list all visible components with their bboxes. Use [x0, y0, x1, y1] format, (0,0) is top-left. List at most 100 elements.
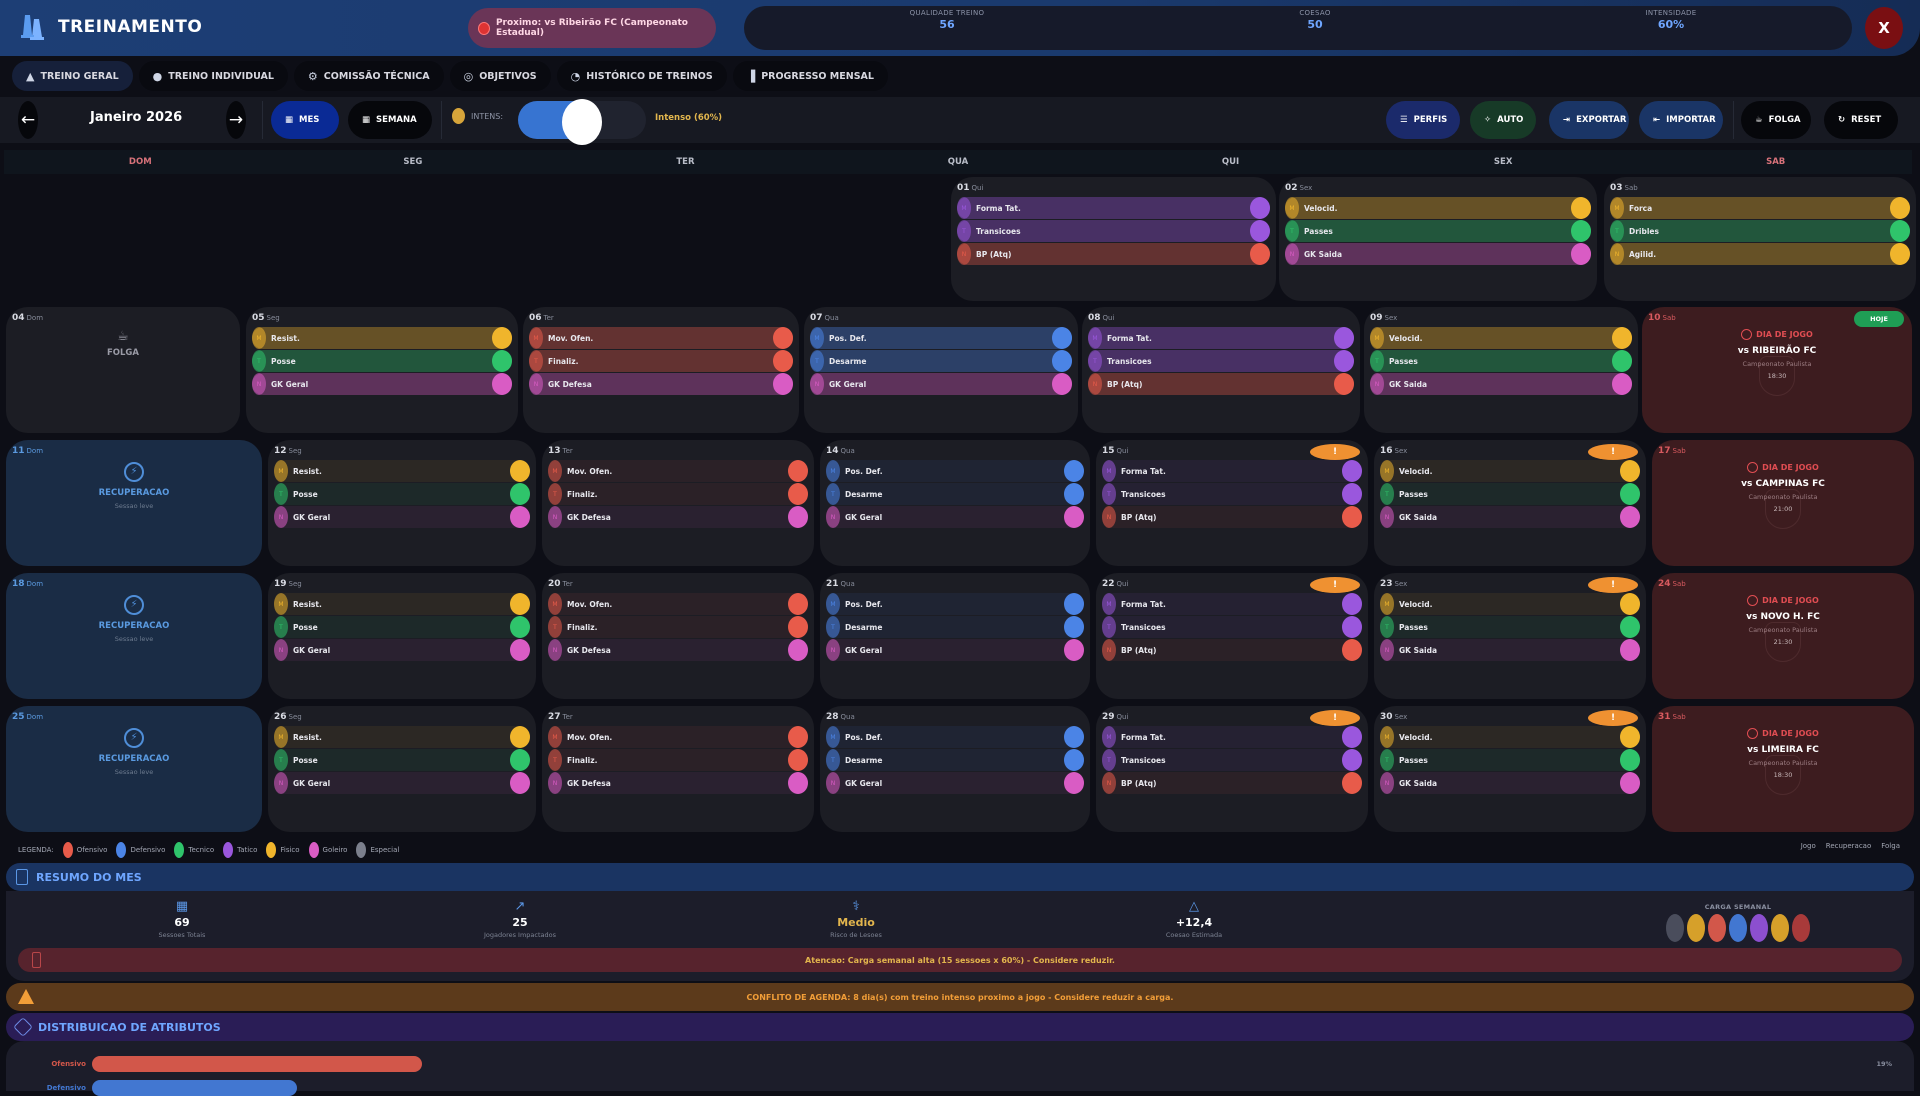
exportar-button[interactable]: ⇥ EXPORTAR	[1549, 101, 1629, 139]
tab-treino-geral[interactable]: ▲ TREINO GERAL	[12, 61, 133, 91]
session-item[interactable]: M Velocid.	[1370, 327, 1632, 349]
session-item[interactable]: N GK Saida	[1380, 772, 1640, 794]
session-item[interactable]: T Passes	[1380, 749, 1640, 771]
session-item[interactable]: M Mov. Ofen.	[548, 726, 808, 748]
session-item[interactable]: M Pos. Def.	[826, 460, 1084, 482]
session-item[interactable]: N BP (Atq)	[1102, 772, 1362, 794]
session-item[interactable]: N GK Defesa	[548, 639, 808, 661]
calendar-day[interactable]: 26 Seg M Resist. T Posse N GK Geral	[268, 706, 536, 832]
calendar-day[interactable]: 28 Qua M Pos. Def. T Desarme N GK Geral	[820, 706, 1090, 832]
tab-comiss-o-t-cnica[interactable]: ⚙ COMISSÃO TÉCNICA	[293, 61, 444, 91]
calendar-day[interactable]: 20 Ter M Mov. Ofen. T Finaliz. N GK Defesa	[542, 573, 814, 699]
session-item[interactable]: N GK Geral	[826, 772, 1084, 794]
session-item[interactable]: M Resist.	[252, 327, 512, 349]
session-item[interactable]: T Transicoes	[957, 220, 1270, 242]
session-item[interactable]: N GK Saida	[1380, 639, 1640, 661]
session-item[interactable]: T Posse	[252, 350, 512, 372]
session-item[interactable]: N BP (Atq)	[1102, 639, 1362, 661]
session-item[interactable]: M Pos. Def.	[826, 726, 1084, 748]
session-item[interactable]: N BP (Atq)	[1102, 506, 1362, 528]
intensity-warning-badge[interactable]: !	[1588, 577, 1638, 593]
session-item[interactable]: N GK Geral	[274, 506, 530, 528]
calendar-day[interactable]: 07 Qua M Pos. Def. T Desarme N GK Geral	[804, 307, 1078, 433]
session-item[interactable]: T Finaliz.	[548, 616, 808, 638]
tab-hist-rico-de-treinos[interactable]: ◔ HISTÓRICO DE TREINOS	[556, 61, 727, 91]
session-item[interactable]: M Velocid.	[1380, 593, 1640, 615]
calendar-day[interactable]: 16 Sex! M Velocid. T Passes N GK Saida	[1374, 440, 1646, 566]
prev-month-button[interactable]: ←	[18, 101, 38, 139]
calendar-day[interactable]: 29 Qui! M Forma Tat. T Transicoes N BP (Atq)	[1096, 706, 1368, 832]
session-item[interactable]: M Forma Tat.	[1088, 327, 1354, 349]
session-item[interactable]: N GK Geral	[274, 639, 530, 661]
session-item[interactable]: T Transicoes	[1102, 616, 1362, 638]
session-item[interactable]: T Transicoes	[1088, 350, 1354, 372]
calendar-day[interactable]: 21 Qua M Pos. Def. T Desarme N GK Geral	[820, 573, 1090, 699]
perfis-button[interactable]: ☰ PERFIS	[1386, 101, 1460, 139]
session-item[interactable]: N BP (Atq)	[1088, 373, 1354, 395]
view-month-button[interactable]: ▦ MES	[271, 101, 339, 139]
session-item[interactable]: N Agilid.	[1610, 243, 1910, 265]
session-item[interactable]: T Passes	[1380, 483, 1640, 505]
session-item[interactable]: M Mov. Ofen.	[548, 460, 808, 482]
calendar-day[interactable]: 22 Qui! M Forma Tat. T Transicoes N BP (Atq)	[1096, 573, 1368, 699]
calendar-day[interactable]: 30 Sex! M Velocid. T Passes N GK Saida	[1374, 706, 1646, 832]
session-item[interactable]: M Resist.	[274, 593, 530, 615]
distribution-header[interactable]: DISTRIBUICAO DE ATRIBUTOS	[6, 1013, 1914, 1041]
auto-button[interactable]: ✧ AUTO	[1470, 101, 1536, 139]
tab-treino-individual[interactable]: ● TREINO INDIVIDUAL	[138, 61, 288, 91]
session-item[interactable]: M Velocid.	[1285, 197, 1591, 219]
session-item[interactable]: N GK Geral	[274, 772, 530, 794]
session-item[interactable]: M Forma Tat.	[1102, 593, 1362, 615]
calendar-day[interactable]: 05 Seg M Resist. T Posse N GK Geral	[246, 307, 518, 433]
session-item[interactable]: T Dribles	[1610, 220, 1910, 242]
session-item[interactable]: N GK Defesa	[548, 506, 808, 528]
calendar-day[interactable]: 01 Qui M Forma Tat. T Transicoes N BP (Atq)	[951, 177, 1276, 301]
session-item[interactable]: T Passes	[1285, 220, 1591, 242]
calendar-day[interactable]: 10 Sab HOJE DIA DE JOGO vs RIBEIRÃO FC Campeo…	[1642, 307, 1912, 433]
session-item[interactable]: N GK Geral	[826, 639, 1084, 661]
session-item[interactable]: M Mov. Ofen.	[548, 593, 808, 615]
calendar-day[interactable]: 03 Sab M Forca T Dribles N Agilid.	[1604, 177, 1916, 301]
session-item[interactable]: N GK Saida	[1370, 373, 1632, 395]
session-item[interactable]: N GK Saida	[1285, 243, 1591, 265]
session-item[interactable]: T Posse	[274, 749, 530, 771]
session-item[interactable]: M Pos. Def.	[826, 593, 1084, 615]
importar-button[interactable]: ⇤ IMPORTAR	[1639, 101, 1723, 139]
session-item[interactable]: M Resist.	[274, 460, 530, 482]
folga-button[interactable]: ☕ FOLGA	[1741, 101, 1811, 139]
calendar-day[interactable]: 08 Qui M Forma Tat. T Transicoes N BP (Atq)	[1082, 307, 1360, 433]
calendar-day[interactable]: 04 Dom ☕ FOLGA	[6, 307, 240, 433]
session-item[interactable]: M Mov. Ofen.	[529, 327, 793, 349]
session-item[interactable]: M Pos. Def.	[810, 327, 1072, 349]
session-item[interactable]: T Finaliz.	[529, 350, 793, 372]
session-item[interactable]: T Desarme	[826, 616, 1084, 638]
session-item[interactable]: M Forma Tat.	[957, 197, 1270, 219]
view-week-button[interactable]: ▦ SEMANA	[348, 101, 432, 139]
tab-objetivos[interactable]: ◎ OBJETIVOS	[449, 61, 551, 91]
calendar-day[interactable]: 09 Sex M Velocid. T Passes N GK Saida	[1364, 307, 1638, 433]
session-item[interactable]: T Finaliz.	[548, 483, 808, 505]
calendar-day[interactable]: 18 Dom ⚡ RECUPERACAO Sessao leve	[6, 573, 262, 699]
session-item[interactable]: N GK Geral	[252, 373, 512, 395]
calendar-day[interactable]: 11 Dom ⚡ RECUPERACAO Sessao leve	[6, 440, 262, 566]
session-item[interactable]: T Desarme	[826, 483, 1084, 505]
session-item[interactable]: M Forma Tat.	[1102, 460, 1362, 482]
session-item[interactable]: T Desarme	[810, 350, 1072, 372]
next-month-button[interactable]: →	[226, 101, 246, 139]
reset-button[interactable]: ↻ RESET	[1824, 101, 1898, 139]
calendar-day[interactable]: 23 Sex! M Velocid. T Passes N GK Saida	[1374, 573, 1646, 699]
intensity-warning-badge[interactable]: !	[1588, 444, 1638, 460]
calendar-day[interactable]: 17 Sab DIA DE JOGO vs CAMPINAS FC Campeonato…	[1652, 440, 1914, 566]
next-match-pill[interactable]: Proximo: vs Ribeirão FC (Campeonato Esta…	[468, 8, 716, 48]
session-item[interactable]: N GK Saida	[1380, 506, 1640, 528]
session-item[interactable]: T Passes	[1380, 616, 1640, 638]
calendar-day[interactable]: 27 Ter M Mov. Ofen. T Finaliz. N GK Defesa	[542, 706, 814, 832]
session-item[interactable]: T Finaliz.	[548, 749, 808, 771]
close-button[interactable]: X	[1865, 7, 1903, 49]
calendar-day[interactable]: 25 Dom ⚡ RECUPERACAO Sessao leve	[6, 706, 262, 832]
calendar-day[interactable]: 14 Qua M Pos. Def. T Desarme N GK Geral	[820, 440, 1090, 566]
session-item[interactable]: T Desarme	[826, 749, 1084, 771]
intensity-warning-badge[interactable]: !	[1310, 710, 1360, 726]
intensity-warning-badge[interactable]: !	[1588, 710, 1638, 726]
tab-progresso-mensal[interactable]: ▐ PROGRESSO MENSAL	[732, 61, 888, 91]
